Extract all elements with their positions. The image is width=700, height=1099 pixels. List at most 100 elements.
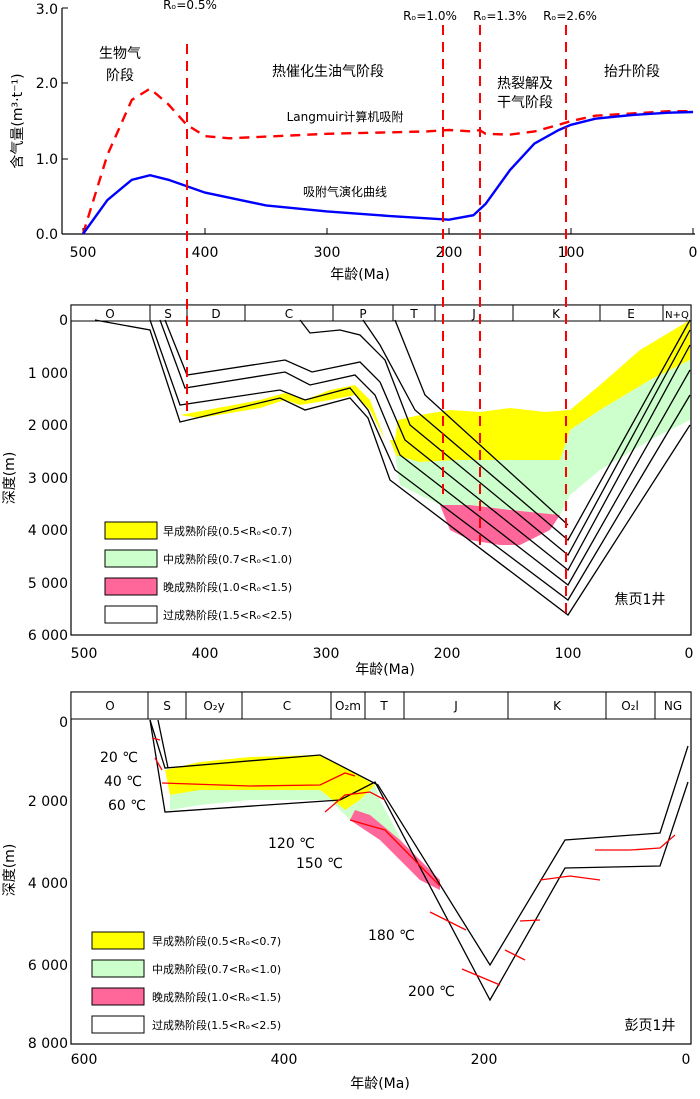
ro-label: Rₒ=0.5% [163,0,217,12]
p2-x-axis-label: 年龄(Ma) [355,662,415,678]
p2-ytick-label: 1 000 [28,366,68,382]
legend-label: 早成熟阶段(0.5<Rₒ<0.7) [163,524,292,538]
p3-ytick-label: 2 000 [28,794,68,810]
p2-ytick-label: 4 000 [28,523,68,539]
stratum-label: D [211,307,220,321]
p3-xtick-label: 200 [471,1052,498,1068]
p3-y-axis-label: 深度(m) [2,844,18,897]
stratum-label: O₂m [335,699,361,713]
ro-markers: Rₒ=0.5% Rₒ=1.0% Rₒ=1.3% Rₒ=2.6% [163,0,597,23]
stratum-label: J [471,307,476,321]
zone-mid-mature [395,360,690,515]
legend-label: 过成熟阶段(1.5<Rₒ<2.5) [152,1018,281,1032]
legend-label: 过成熟阶段(1.5<Rₒ<2.5) [163,608,292,622]
legend-swatch-mid [91,959,145,978]
stratum-label: O₂y [203,699,224,713]
p3-ytick-label: 4 000 [28,876,68,892]
p1-xtick-label: 400 [192,245,219,261]
p2-legend: 早成熟阶段(0.5<Rₒ<0.7) 中成熟阶段(0.7<Rₒ<1.0) 晚成熟阶… [104,521,292,624]
legend-label: 中成熟阶段(0.7<Rₒ<1.0) [163,552,292,566]
p3-xtick-label: 0 [682,1052,691,1068]
legend-swatch-early [91,931,145,950]
p1-x-ticks: 500 400 300 200 100 0 [70,228,698,261]
p1-series-lines [81,87,694,235]
ro-label: Rₒ=1.0% [403,9,457,23]
p2-ytick-label: 3 000 [28,471,68,487]
stratum-label: N+Q [665,310,689,321]
panel-burial-jiaoye: O S D C P T J K E N+Q [2,25,693,678]
p3-xtick-label: 600 [71,1052,98,1068]
p2-xtick-label: 0 [685,646,694,662]
p1-xtick-label: 100 [558,245,585,261]
stratum-label: J [453,699,458,713]
stage-label: 生物气 [99,46,141,62]
legend-swatch-late [91,987,145,1006]
stratum-label: C [285,307,293,321]
stage-label: 热催化生油气阶段 [272,64,384,80]
stratum-label: P [359,307,366,321]
isotherm-label: 20 ℃ [100,750,138,766]
p2-xtick-label: 100 [555,646,582,662]
legend-swatch-over [104,605,158,624]
series-label-adsorbed: 吸附气演化曲线 [303,184,387,199]
zone-early-mature [165,755,375,810]
burial-lines-jiaoye [94,319,691,616]
p2-y-ticks: 0 1 000 2 000 3 000 4 000 5 000 6 000 [28,313,68,644]
panel-gas-content: 0.0 1.0 2.0 3.0 500 400 300 200 100 0 年龄… [10,0,697,283]
p2-ytick-label: 2 000 [28,418,68,434]
p1-xtick-label: 0 [689,245,698,261]
stage-label: 热裂解及 [497,76,553,92]
p1-x-axis-label: 年龄(Ma) [330,267,390,283]
panel-burial-pengye: O S O₂y C O₂m T J K O₂l NG [2,691,692,1092]
zone-late-mature [350,810,440,890]
stratum-label: T [409,307,418,321]
isotherm-labels: 20 ℃ 40 ℃ 60 ℃ 120 ℃ 150 ℃ 180 ℃ 200 ℃ [100,750,455,1000]
p2-xtick-label: 300 [313,646,340,662]
well-name-jiaoye: 焦页1井 [615,592,666,608]
isotherm-label: 40 ℃ [104,774,142,790]
p2-xtick-label: 400 [192,646,219,662]
p1-y-ticks: 0.0 1.0 2.0 3.0 [36,2,68,243]
burial-lines-pengye [149,719,689,1002]
stage-label: 干气阶段 [497,95,553,111]
legend-label: 早成熟阶段(0.5<Rₒ<0.7) [152,934,281,948]
p3-y-ticks: 0 2 000 4 000 6 000 8 000 [28,715,68,1052]
p3-x-axis-label: 年龄(Ma) [350,1076,410,1092]
p1-ytick-label: 1.0 [36,152,58,168]
p2-xtick-label: 200 [434,646,461,662]
isotherm-lines [151,737,676,986]
stratum-label: K [553,699,562,713]
legend-swatch-late [104,577,158,596]
series-line-adsorbed-gas [82,110,694,235]
isotherm-label: 120 ℃ [268,836,315,852]
p1-xtick-label: 300 [314,245,341,261]
legend-label: 晚成熟阶段(1.0<Rₒ<1.5) [163,580,292,594]
legend-label: 中成熟阶段(0.7<Rₒ<1.0) [152,962,281,976]
p2-ytick-label: 0 [59,313,68,329]
legend-swatch-mid [104,549,158,568]
stratum-label: S [164,307,172,321]
p1-y-axis-label: 含气量(m³·t⁻¹) [10,73,26,168]
p3-legend: 早成熟阶段(0.5<Rₒ<0.7) 中成熟阶段(0.7<Rₒ<1.0) 晚成熟阶… [91,931,281,1034]
p1-ytick-label: 0.0 [36,227,58,243]
stage-label: 阶段 [106,68,134,84]
p3-ytick-label: 0 [59,715,68,731]
p1-xtick-label: 200 [436,245,463,261]
p2-ytick-label: 5 000 [28,576,68,592]
series-label-langmuir: Langmuir计算机吸附 [287,109,404,124]
stratum-label: E [627,307,635,321]
stratum-label: O₂l [621,699,639,713]
p2-x-ticks: 500 400 300 200 100 0 [71,646,694,662]
p3-strata-bar: O S O₂y C O₂m T J K O₂l NG [70,691,692,720]
ro-label: Rₒ=2.6% [543,9,597,23]
isotherm-label: 150 ℃ [296,856,343,872]
ro-label: Rₒ=1.3% [473,9,527,23]
stratum-label: NG [664,699,682,713]
p3-ytick-label: 8 000 [28,1036,68,1052]
well-name-pengye: 彭页1井 [625,1018,676,1034]
stratum-label: O [105,307,114,321]
zone-mid-mature [170,785,440,890]
p2-y-axis-label: 深度(m) [2,452,18,505]
legend-swatch-early [104,521,158,540]
stratum-label: C [283,699,291,713]
